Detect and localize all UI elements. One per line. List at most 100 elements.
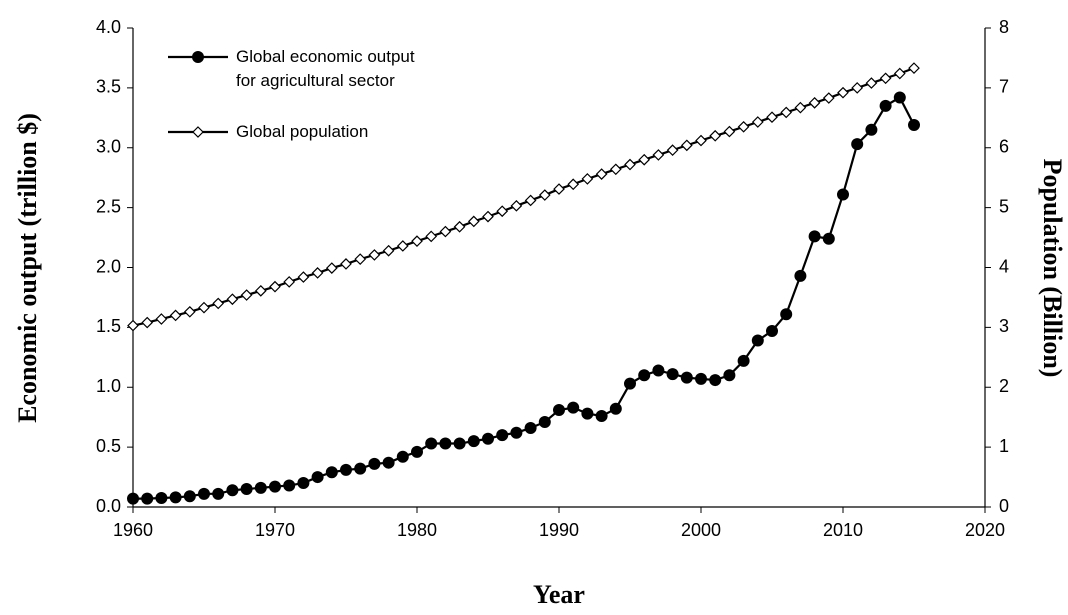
data-point bbox=[723, 125, 736, 138]
data-point bbox=[396, 450, 409, 463]
data-point bbox=[425, 437, 438, 450]
data-point bbox=[851, 138, 864, 151]
data-point bbox=[709, 129, 722, 142]
data-point bbox=[368, 249, 381, 261]
data-point bbox=[524, 194, 537, 207]
legend-label: Global population bbox=[236, 122, 369, 141]
data-point bbox=[283, 276, 296, 288]
data-point bbox=[226, 293, 239, 306]
data-point bbox=[453, 220, 466, 233]
y2-tick-label: 6 bbox=[999, 137, 1009, 157]
y2-tick-label: 0 bbox=[999, 496, 1009, 516]
data-point bbox=[652, 149, 665, 161]
data-point bbox=[198, 301, 210, 314]
data-point bbox=[467, 215, 480, 228]
data-point bbox=[837, 188, 849, 201]
data-point bbox=[652, 364, 665, 377]
y-tick-label: 2.0 bbox=[96, 256, 121, 276]
data-point bbox=[908, 118, 920, 131]
data-point bbox=[212, 487, 225, 500]
data-point bbox=[240, 483, 253, 496]
x-tick-label: 1960 bbox=[113, 520, 153, 540]
data-point bbox=[822, 92, 835, 104]
data-point bbox=[581, 173, 594, 185]
data-point bbox=[780, 106, 793, 119]
data-point bbox=[496, 205, 509, 218]
data-point bbox=[254, 285, 267, 297]
data-point bbox=[794, 269, 807, 282]
y-tick-label: 1.0 bbox=[96, 376, 121, 396]
legend-marker bbox=[192, 126, 204, 138]
data-point bbox=[538, 189, 551, 201]
data-point bbox=[269, 480, 281, 493]
data-point bbox=[751, 116, 764, 128]
data-point bbox=[212, 297, 225, 310]
y2-axis-title: Population (Billion) bbox=[1038, 159, 1067, 378]
data-point bbox=[624, 377, 636, 390]
y2-tick-label: 5 bbox=[999, 196, 1009, 216]
data-point bbox=[865, 77, 878, 89]
data-point bbox=[595, 409, 608, 422]
data-point bbox=[226, 484, 239, 497]
legend-label: Global economic output for agricultural … bbox=[236, 47, 415, 90]
x-axis-title: Year bbox=[533, 580, 585, 609]
data-point bbox=[879, 72, 892, 85]
y2-tick-label: 3 bbox=[999, 316, 1009, 336]
data-point bbox=[908, 62, 920, 74]
data-point bbox=[794, 101, 807, 114]
data-point bbox=[368, 457, 381, 470]
data-point bbox=[411, 235, 423, 248]
data-point bbox=[311, 471, 324, 484]
data-point bbox=[127, 319, 139, 332]
data-point bbox=[467, 435, 480, 448]
data-point bbox=[865, 123, 878, 136]
data-point bbox=[553, 183, 565, 195]
data-point bbox=[851, 82, 864, 94]
data-point bbox=[411, 445, 423, 458]
data-point bbox=[766, 324, 778, 337]
data-point bbox=[183, 490, 196, 503]
y2-tick-label: 2 bbox=[999, 376, 1009, 396]
data-point bbox=[893, 91, 906, 104]
data-point bbox=[198, 487, 210, 500]
data-point bbox=[808, 230, 821, 243]
data-point bbox=[269, 280, 281, 293]
y-tick-label: 3.0 bbox=[96, 137, 121, 157]
y-tick-label: 2.5 bbox=[96, 196, 121, 216]
data-point bbox=[354, 462, 367, 475]
data-point bbox=[240, 289, 253, 301]
y-tick-label: 1.5 bbox=[96, 316, 121, 336]
data-point bbox=[510, 426, 523, 439]
data-point bbox=[638, 153, 651, 166]
data-point bbox=[482, 432, 494, 445]
data-point bbox=[723, 369, 736, 382]
data-point bbox=[311, 267, 324, 279]
data-point bbox=[155, 492, 168, 505]
data-point bbox=[297, 477, 310, 490]
data-point bbox=[325, 262, 338, 274]
series-line bbox=[133, 95, 915, 500]
data-point bbox=[737, 354, 750, 367]
data-point bbox=[680, 371, 693, 384]
y2-tick-label: 8 bbox=[999, 17, 1009, 37]
data-point bbox=[453, 437, 466, 450]
y2-tick-label: 1 bbox=[999, 436, 1009, 456]
data-point bbox=[155, 313, 168, 325]
data-point bbox=[396, 240, 409, 252]
data-point bbox=[340, 463, 352, 476]
data-point bbox=[325, 466, 338, 479]
data-point bbox=[581, 407, 594, 420]
data-point bbox=[169, 491, 182, 504]
data-point bbox=[709, 374, 722, 387]
data-point bbox=[439, 437, 452, 450]
y-tick-label: 3.5 bbox=[96, 77, 121, 97]
data-point bbox=[695, 372, 707, 385]
legend-marker bbox=[192, 51, 204, 63]
data-point bbox=[666, 368, 679, 381]
data-point bbox=[340, 258, 352, 270]
data-point bbox=[141, 316, 154, 329]
data-point bbox=[496, 429, 509, 442]
y-tick-label: 0.0 bbox=[96, 496, 121, 516]
data-point bbox=[609, 402, 622, 415]
